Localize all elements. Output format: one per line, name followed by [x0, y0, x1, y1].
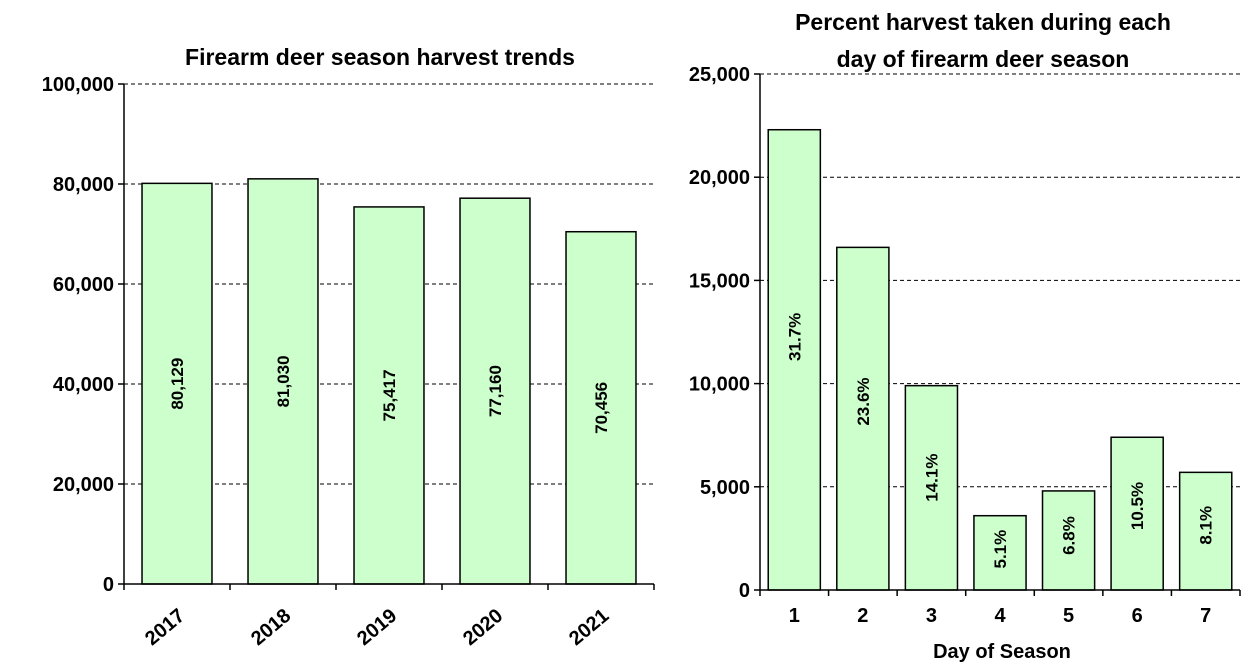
x-tick-label: 2020	[459, 605, 507, 650]
bar-value-label: 14.1%	[922, 454, 941, 502]
x-tick-label: 7	[1200, 605, 1211, 627]
x-tick-label: 1	[789, 605, 800, 627]
x-tick-label: 6	[1132, 605, 1143, 627]
bar-value-label: 6.8%	[1060, 516, 1079, 555]
bar	[565, 230, 637, 585]
bar	[836, 246, 890, 591]
bar-value-label: 70,456	[592, 382, 611, 434]
bar-value-label: 8.1%	[1197, 506, 1216, 545]
x-tick-label: 4	[994, 605, 1006, 627]
bar-value-label: 75,417	[380, 369, 399, 421]
bar-value-label: 31.7%	[785, 313, 804, 361]
x-tick-label: 2019	[353, 605, 401, 650]
chart2-title-line1: Percent harvest taken during each	[795, 9, 1171, 35]
bar-value-label: 77,160	[486, 365, 505, 417]
y-tick-label: 40,000	[53, 374, 114, 396]
y-tick-label: 20,000	[53, 474, 114, 496]
chart1-title: Firearm deer season harvest trends	[185, 44, 575, 70]
y-tick-label: 20,000	[689, 167, 750, 189]
y-tick-label: 5,000	[700, 477, 750, 499]
x-tick-label: 2017	[141, 605, 189, 650]
y-tick-label: 100,000	[42, 74, 114, 96]
y-tick-label: 60,000	[53, 274, 114, 296]
bar-value-label: 81,030	[274, 355, 293, 407]
bar-value-label: 80,129	[168, 358, 187, 410]
y-tick-label: 25,000	[689, 64, 750, 86]
daily-harvest-chart: Percent harvest taken during each day of…	[689, 9, 1241, 663]
bar-value-label: 10.5%	[1128, 482, 1147, 530]
x-tick-label: 2	[857, 605, 868, 627]
bar	[459, 197, 531, 585]
y-tick-label: 0	[103, 574, 114, 596]
x-tick-label: 3	[926, 605, 937, 627]
bar	[767, 128, 822, 591]
harvest-trends-chart: Firearm deer season harvest trends 80,12…	[42, 44, 655, 650]
bar	[353, 206, 425, 585]
y-tick-label: 0	[739, 580, 750, 602]
x-tick-label: 2018	[247, 605, 295, 650]
chart2-title-line2: day of firearm deer season	[837, 46, 1130, 72]
bar	[904, 384, 959, 591]
y-tick-label: 80,000	[53, 174, 114, 196]
chart2-x-axis-label: Day of Season	[933, 641, 1071, 663]
bar-value-label: 23.6%	[854, 377, 873, 425]
bar	[1041, 490, 1096, 591]
y-tick-label: 15,000	[689, 270, 750, 292]
x-tick-label: 2021	[565, 605, 613, 650]
x-tick-label: 5	[1063, 605, 1074, 627]
bar-value-label: 5.1%	[991, 530, 1010, 569]
y-tick-label: 10,000	[689, 374, 750, 396]
bar	[141, 182, 213, 585]
